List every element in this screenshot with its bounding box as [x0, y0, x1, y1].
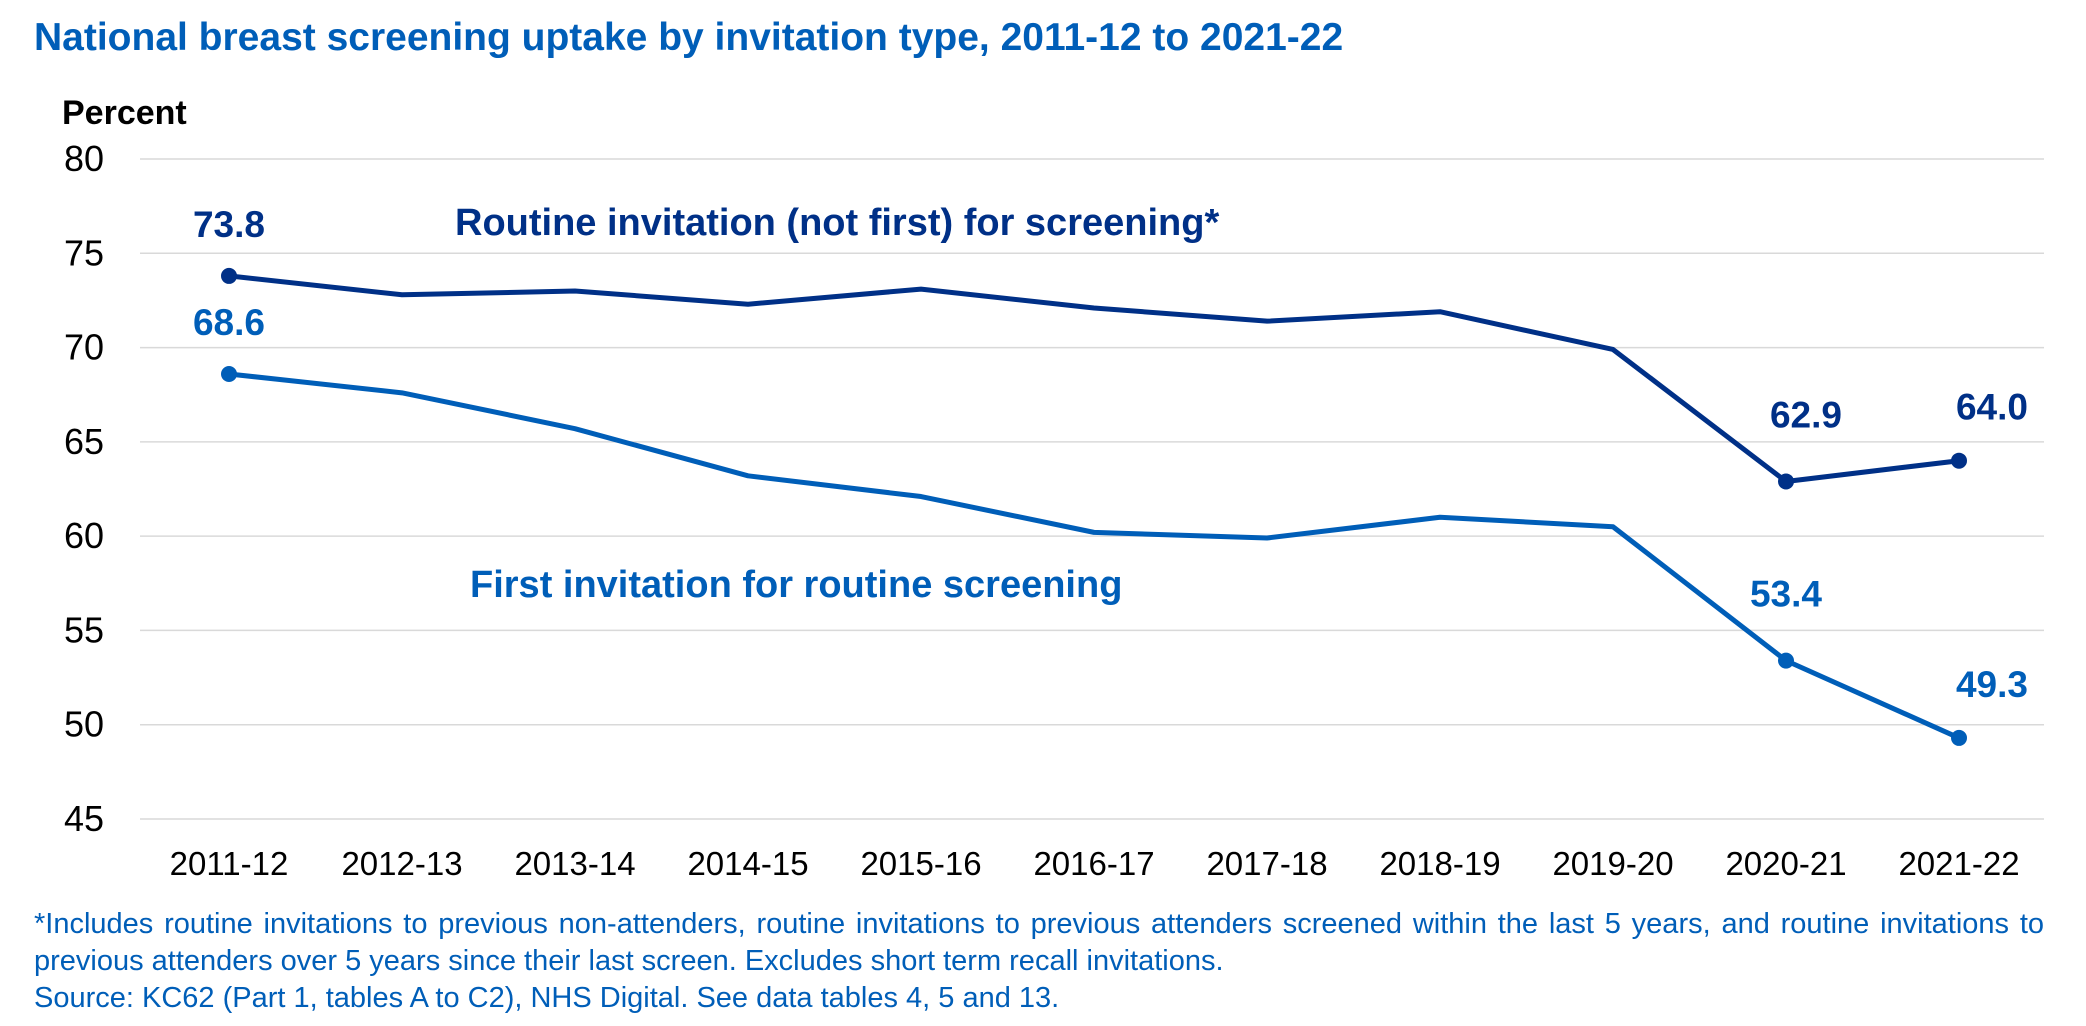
- chart-title: National breast screening uptake by invi…: [34, 16, 1344, 59]
- y-tick-label: 60: [64, 515, 104, 556]
- x-tick-label: 2013-14: [514, 845, 635, 882]
- data-point: [221, 267, 237, 284]
- series-name-first: First invitation for routine screening: [470, 564, 1122, 606]
- gridlines: [140, 158, 2044, 820]
- data-label: 73.8: [193, 204, 265, 245]
- source-note: Source: KC62 (Part 1, tables A to C2), N…: [34, 982, 1060, 1014]
- y-axis-ticks: 45 50 55 60 65 70 75 80: [64, 138, 104, 839]
- x-tick-label: 2014-15: [687, 845, 808, 882]
- series-lines: [221, 267, 1967, 746]
- x-tick-label: 2021-22: [1898, 845, 2019, 882]
- x-tick-label: 2015-16: [860, 845, 981, 882]
- y-axis-label: Percent: [62, 94, 187, 132]
- x-tick-label: 2019-20: [1552, 845, 1673, 882]
- series-line: [228, 371, 1961, 741]
- series-name-routine: Routine invitation (not first) for scree…: [455, 202, 1219, 244]
- data-point: [1778, 652, 1794, 669]
- footnote: *Includes routine invitations to previou…: [34, 908, 2044, 977]
- x-tick-label: 2012-13: [341, 845, 462, 882]
- data-label: 62.9: [1770, 394, 1842, 435]
- data-label: 64.0: [1956, 387, 2028, 428]
- data-label: 53.4: [1750, 574, 1822, 615]
- y-tick-label: 50: [64, 704, 104, 745]
- x-tick-label: 2016-17: [1033, 845, 1154, 882]
- x-tick-label: 2018-19: [1379, 845, 1500, 882]
- y-tick-label: 75: [64, 232, 104, 273]
- y-tick-label: 70: [64, 327, 104, 368]
- data-point: [221, 365, 237, 382]
- y-tick-label: 80: [64, 138, 104, 179]
- data-point: [1778, 473, 1794, 490]
- x-tick-label: 2011-12: [170, 845, 289, 882]
- x-tick-label: 2017-18: [1206, 845, 1327, 882]
- y-tick-label: 45: [64, 798, 104, 839]
- data-label: 68.6: [193, 302, 265, 343]
- x-tick-label: 2020-21: [1725, 845, 1846, 882]
- series-line: [228, 273, 1960, 484]
- data-labels: 73.8 62.9 64.0 68.6 53.4 49.3: [193, 204, 2028, 705]
- y-tick-label: 65: [64, 421, 104, 462]
- data-point: [1951, 452, 1967, 469]
- x-axis-ticks: 2011-12 2012-13 2013-14 2014-15 2015-16 2016-…: [170, 845, 2020, 882]
- data-label: 49.3: [1956, 664, 2028, 705]
- y-tick-label: 55: [64, 609, 104, 650]
- data-point: [1951, 729, 1967, 746]
